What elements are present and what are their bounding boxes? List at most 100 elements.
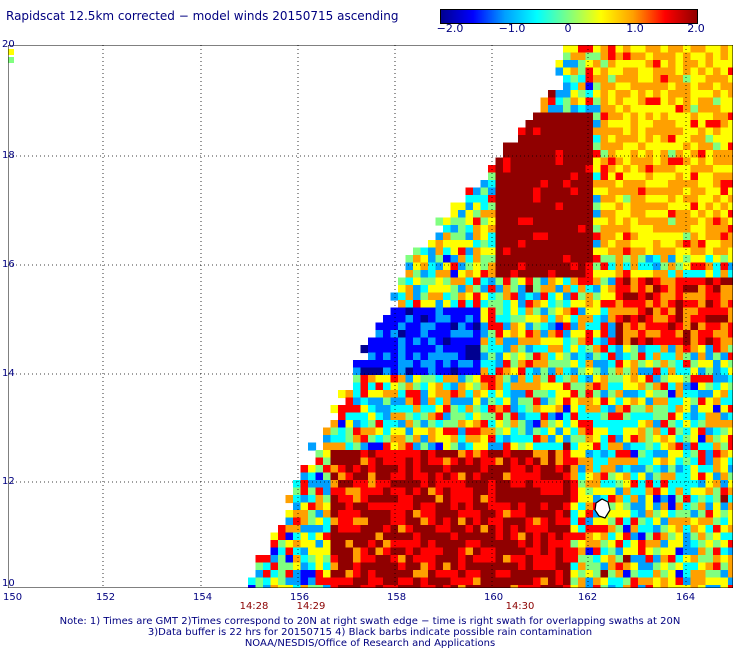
- wind-cell: [653, 345, 662, 354]
- wind-cell: [450, 337, 459, 346]
- wind-cell: [360, 412, 369, 421]
- wind-cell: [278, 555, 287, 564]
- wind-cell: [570, 240, 579, 249]
- wind-cell: [548, 285, 557, 294]
- wind-cell: [593, 292, 602, 301]
- wind-cell: [330, 495, 339, 504]
- wind-cell: [270, 555, 279, 564]
- wind-cell: [728, 255, 733, 264]
- wind-cell: [563, 465, 572, 474]
- wind-cell: [525, 472, 534, 481]
- wind-cell: [705, 435, 714, 444]
- wind-cell: [555, 457, 564, 466]
- wind-cell: [315, 487, 324, 496]
- wind-cell: [690, 180, 699, 189]
- wind-cell: [458, 315, 467, 324]
- wind-cell: [660, 172, 669, 181]
- wind-cell: [533, 585, 542, 588]
- wind-cell: [428, 367, 437, 376]
- wind-cell: [728, 180, 733, 189]
- wind-cell: [518, 465, 527, 474]
- wind-cell: [578, 187, 587, 196]
- wind-cell: [638, 180, 647, 189]
- wind-cell: [690, 195, 699, 204]
- wind-cell: [660, 97, 669, 106]
- wind-cell: [623, 577, 632, 586]
- wind-cell: [660, 420, 669, 429]
- wind-cell: [630, 502, 639, 511]
- wind-cell: [675, 495, 684, 504]
- wind-cell: [525, 210, 534, 219]
- wind-cell: [533, 540, 542, 549]
- wind-cell: [675, 465, 684, 474]
- wind-cell: [428, 255, 437, 264]
- wind-cell: [518, 300, 527, 309]
- wind-cell: [675, 112, 684, 121]
- wind-cell: [638, 345, 647, 354]
- wind-cell: [390, 375, 399, 384]
- wind-cell: [548, 585, 557, 588]
- wind-cell: [533, 555, 542, 564]
- wind-cell: [660, 247, 669, 256]
- wind-cell: [375, 412, 384, 421]
- wind-cell: [450, 315, 459, 324]
- wind-cell: [330, 405, 339, 414]
- wind-cell: [503, 450, 512, 459]
- wind-cell: [368, 585, 377, 588]
- wind-cell: [345, 405, 354, 414]
- wind-cell: [323, 562, 332, 571]
- wind-cell: [600, 195, 609, 204]
- wind-cell: [675, 510, 684, 519]
- wind-cell: [375, 517, 384, 526]
- wind-cell: [578, 472, 587, 481]
- wind-cell: [458, 457, 467, 466]
- wind-cell: [683, 510, 692, 519]
- wind-cell: [600, 585, 609, 588]
- wind-cell: [690, 352, 699, 361]
- wind-cell: [570, 90, 579, 99]
- wind-cell: [488, 322, 497, 331]
- lat-label: 16: [2, 259, 15, 270]
- wind-cell: [383, 405, 392, 414]
- wind-cell: [608, 97, 617, 106]
- wind-cell: [698, 307, 707, 316]
- wind-cell: [653, 540, 662, 549]
- wind-cell: [390, 502, 399, 511]
- wind-cell: [713, 180, 722, 189]
- wind-cell: [593, 525, 602, 534]
- wind-cell: [608, 420, 617, 429]
- wind-cell: [690, 510, 699, 519]
- wind-cell: [578, 127, 587, 136]
- wind-cell: [518, 375, 527, 384]
- wind-cell: [653, 532, 662, 541]
- wind-cell: [698, 270, 707, 279]
- wind-cell: [705, 465, 714, 474]
- wind-cell: [638, 285, 647, 294]
- wind-cell: [503, 217, 512, 226]
- wind-cell: [450, 435, 459, 444]
- wind-cell: [413, 337, 422, 346]
- wind-cell: [600, 262, 609, 271]
- wind-cell: [728, 285, 733, 294]
- wind-cell: [518, 420, 527, 429]
- wind-cell: [660, 397, 669, 406]
- wind-cell: [465, 315, 474, 324]
- wind-cell: [623, 165, 632, 174]
- wind-cell: [585, 90, 594, 99]
- wind-cell: [668, 547, 677, 556]
- wind-cell: [518, 135, 527, 144]
- wind-cell: [510, 495, 519, 504]
- wind-cell: [443, 585, 452, 588]
- wind-cell: [690, 67, 699, 76]
- wind-cell: [623, 375, 632, 384]
- wind-cell: [495, 570, 504, 579]
- wind-cell: [683, 225, 692, 234]
- wind-cell: [630, 525, 639, 534]
- wind-cell: [630, 315, 639, 324]
- wind-cell: [503, 510, 512, 519]
- wind-cell: [683, 487, 692, 496]
- wind-cell: [570, 135, 579, 144]
- wind-cell: [510, 225, 519, 234]
- wind-cell: [653, 555, 662, 564]
- wind-cell: [660, 202, 669, 211]
